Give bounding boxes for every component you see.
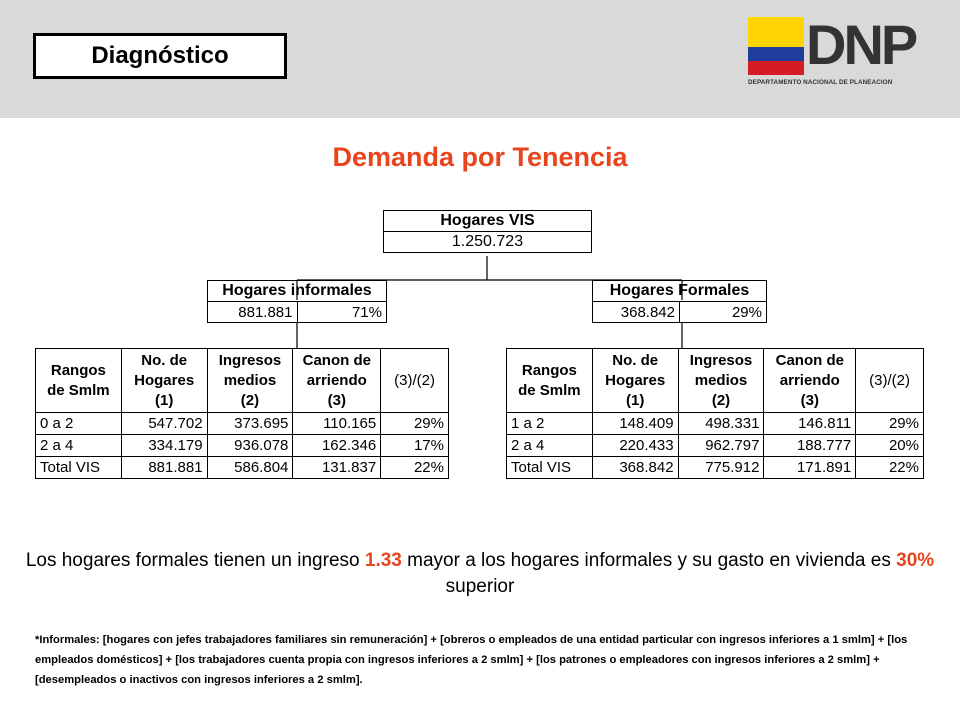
header-rangos: Rangos de Smlm — [506, 348, 593, 413]
informales-table: Rangos de Smlm No. de Hogares (1) Ingresos m… — [35, 348, 449, 479]
cell-range: Total VIS — [506, 456, 593, 479]
header-band: Diagnóstico DNP DEPARTAMENTO NACIONAL DE… — [0, 0, 960, 118]
cell-ingresos: 498.331 — [677, 412, 765, 435]
cell-range: 2 a 4 — [35, 434, 122, 457]
cell-ingresos: 936.078 — [206, 434, 294, 457]
cell-ratio: 29% — [855, 412, 924, 435]
formales-pct: 29% — [679, 301, 767, 323]
logo-text: DNP — [806, 13, 918, 76]
vis-box: Hogares VIS 1.250.723 — [383, 210, 592, 253]
cell-hogares: 220.433 — [591, 434, 679, 457]
summary-highlight: 1.33 — [364, 550, 402, 571]
summary-text: Los hogares formales tienen un ingreso 1… — [20, 548, 940, 600]
cell-ratio: 22% — [855, 456, 924, 479]
cell-ingresos: 775.912 — [677, 456, 765, 479]
cell-canon: 146.811 — [763, 412, 857, 435]
cell-ingresos: 586.804 — [206, 456, 294, 479]
table-row: 2 a 4 220.433 962.797 188.777 20% — [506, 434, 924, 457]
cell-range: 0 a 2 — [35, 412, 122, 435]
summary-part: mayor a los hogares informales y su gast… — [401, 550, 897, 571]
header-ratio: (3)/(2) — [855, 348, 924, 413]
cell-canon: 171.891 — [763, 456, 857, 479]
cell-ratio: 29% — [380, 412, 449, 435]
cell-hogares: 881.881 — [120, 456, 208, 479]
page-title: Demanda por Tenencia — [332, 142, 628, 172]
footnote: *Informales: [hogares con jefes trabajad… — [35, 634, 908, 686]
cell-hogares: 148.409 — [591, 412, 679, 435]
cell-ingresos: 962.797 — [677, 434, 765, 457]
cell-range: 1 a 2 — [506, 412, 593, 435]
section-label: Diagnóstico — [33, 33, 287, 79]
table-row: 2 a 4 334.179 936.078 162.346 17% — [35, 434, 449, 457]
header-canon: Canon de arriendo (3) — [292, 348, 382, 413]
logo-subtitle: DEPARTAMENTO NACIONAL DE PLANEACION — [748, 79, 893, 86]
header-rangos: Rangos de Smlm — [35, 348, 122, 413]
cell-hogares: 334.179 — [120, 434, 208, 457]
cell-range: Total VIS — [35, 456, 122, 479]
table-row: Total VIS 881.881 586.804 131.837 22% — [35, 456, 449, 479]
cell-range: 2 a 4 — [506, 434, 593, 457]
cell-ratio: 17% — [380, 434, 449, 457]
summary-part: superior — [445, 576, 515, 597]
formales-count: 368.842 — [592, 301, 680, 323]
colombia-flag-icon — [748, 17, 804, 75]
summary-part: Los hogares formales tienen un ingreso — [25, 550, 365, 571]
header-ingresos: Ingresos medios (2) — [206, 348, 294, 413]
formales-table: Rangos de Smlm No. de Hogares (1) Ingresos m… — [506, 348, 924, 479]
informales-count: 881.881 — [207, 301, 298, 323]
cell-hogares: 368.842 — [591, 456, 679, 479]
table-row: 1 a 2 148.409 498.331 146.811 29% — [506, 412, 924, 435]
cell-canon: 188.777 — [763, 434, 857, 457]
informales-pct: 71% — [296, 301, 387, 323]
cell-canon: 131.837 — [292, 456, 382, 479]
header-ingresos: Ingresos medios (2) — [677, 348, 765, 413]
formales-box: Hogares Formales 368.842 29% — [592, 280, 767, 323]
cell-ingresos: 373.695 — [206, 412, 294, 435]
vis-value: 1.250.723 — [383, 231, 592, 253]
header-ratio: (3)/(2) — [380, 348, 449, 413]
summary-highlight: 30% — [896, 550, 935, 571]
informales-box: Hogares informales 881.881 71% — [207, 280, 387, 323]
informales-label: Hogares informales — [207, 280, 387, 302]
cell-canon: 162.346 — [292, 434, 382, 457]
dnp-logo: DNP DEPARTAMENTO NACIONAL DE PLANEACION — [748, 13, 940, 97]
cell-ratio: 22% — [380, 456, 449, 479]
formales-label: Hogares Formales — [592, 280, 767, 302]
table-row: Total VIS 368.842 775.912 171.891 22% — [506, 456, 924, 479]
header-hogares: No. de Hogares (1) — [120, 348, 208, 413]
cell-hogares: 547.702 — [120, 412, 208, 435]
table-row: 0 a 2 547.702 373.695 110.165 29% — [35, 412, 449, 435]
cell-canon: 110.165 — [292, 412, 382, 435]
vis-label: Hogares VIS — [383, 210, 592, 232]
header-hogares: No. de Hogares (1) — [591, 348, 679, 413]
header-canon: Canon de arriendo (3) — [763, 348, 857, 413]
cell-ratio: 20% — [855, 434, 924, 457]
